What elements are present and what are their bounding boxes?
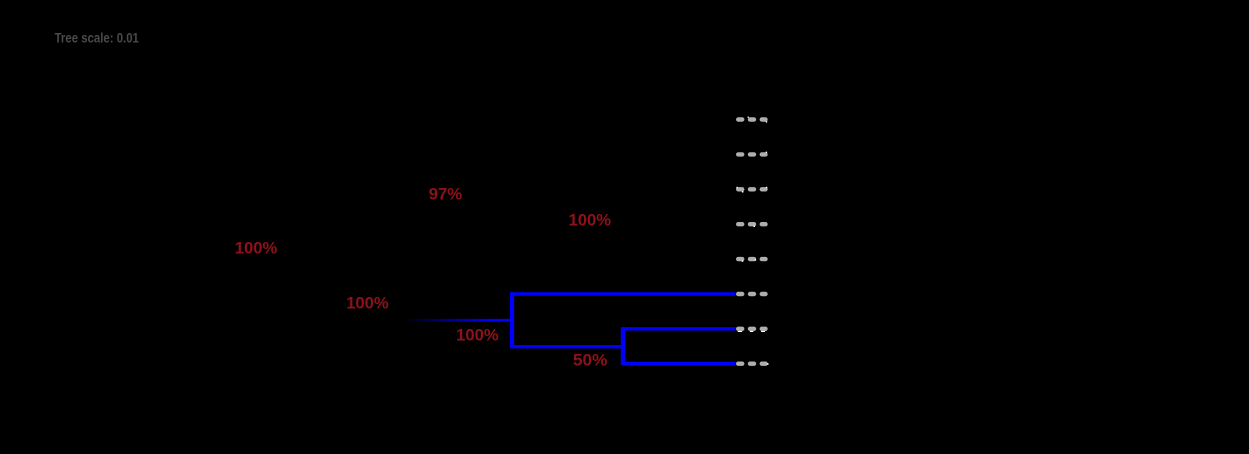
svg-text:Tree scale: 0.01: Tree scale: 0.01 [55, 31, 140, 46]
svg-text:97%: 97% [429, 184, 462, 203]
svg-text:100%: 100% [456, 325, 499, 344]
svg-text:100%: 100% [569, 210, 612, 229]
svg-text:100%: 100% [235, 238, 277, 257]
svg-text:100%: 100% [346, 294, 389, 313]
svg-text:50%: 50% [573, 351, 607, 370]
